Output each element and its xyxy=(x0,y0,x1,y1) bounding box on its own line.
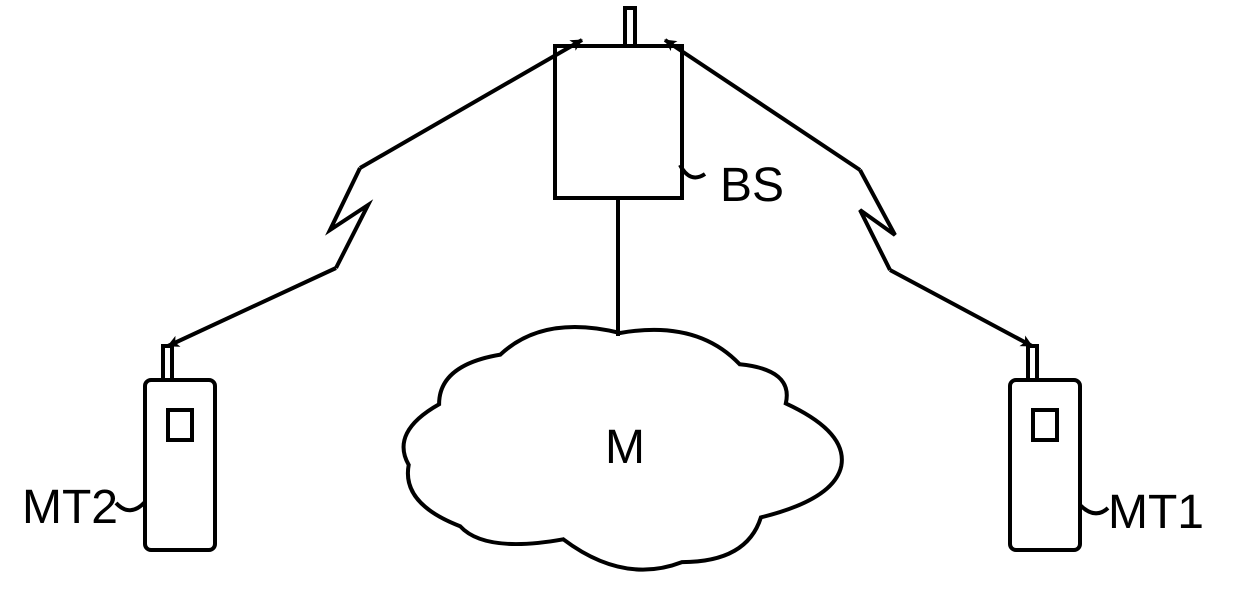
mobile-terminal-2 xyxy=(116,346,215,550)
wireless-link-bs-mt2 xyxy=(168,40,582,346)
mt1-label: MT1 xyxy=(1108,485,1204,540)
mobile-terminal-1 xyxy=(1010,346,1108,550)
mt2-label: MT2 xyxy=(22,480,118,535)
base-station-label: BS xyxy=(720,158,784,213)
diagram-stage: BS MT1 MT2 M xyxy=(0,0,1239,598)
base-station xyxy=(555,8,705,198)
diagram-svg xyxy=(0,0,1239,598)
network-label: M xyxy=(605,420,645,475)
